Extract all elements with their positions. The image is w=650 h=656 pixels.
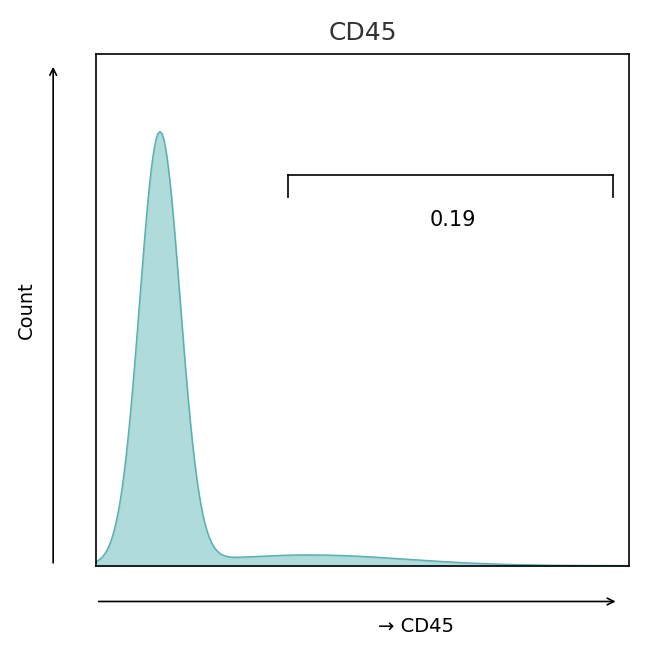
Text: Count: Count (17, 281, 36, 338)
Text: → CD45: → CD45 (378, 617, 454, 636)
Text: 0.19: 0.19 (430, 210, 476, 230)
Title: CD45: CD45 (328, 21, 396, 45)
